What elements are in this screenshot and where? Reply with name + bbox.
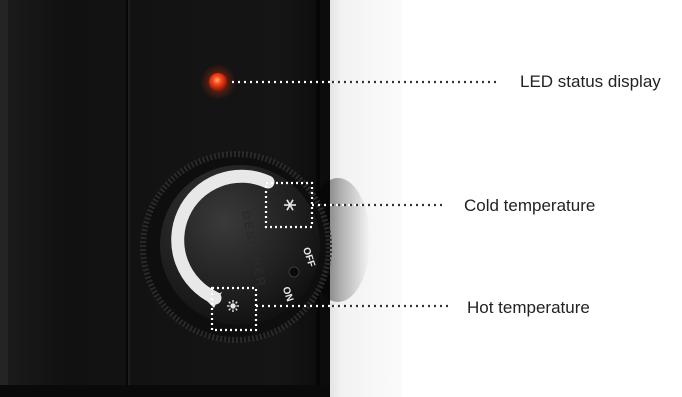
led-status-label: LED status display: [520, 72, 661, 91]
cold-temperature-label: Cold temperature: [464, 196, 596, 215]
on-label: ON: [280, 285, 295, 303]
snowflake-icon: [284, 199, 296, 211]
hot-highlight-box: [210, 286, 258, 332]
hot-temperature-label: Hot temperature: [467, 298, 590, 317]
temperature-arc: [171, 169, 275, 305]
led-indicator: [209, 73, 227, 91]
sun-icon: [227, 300, 239, 312]
